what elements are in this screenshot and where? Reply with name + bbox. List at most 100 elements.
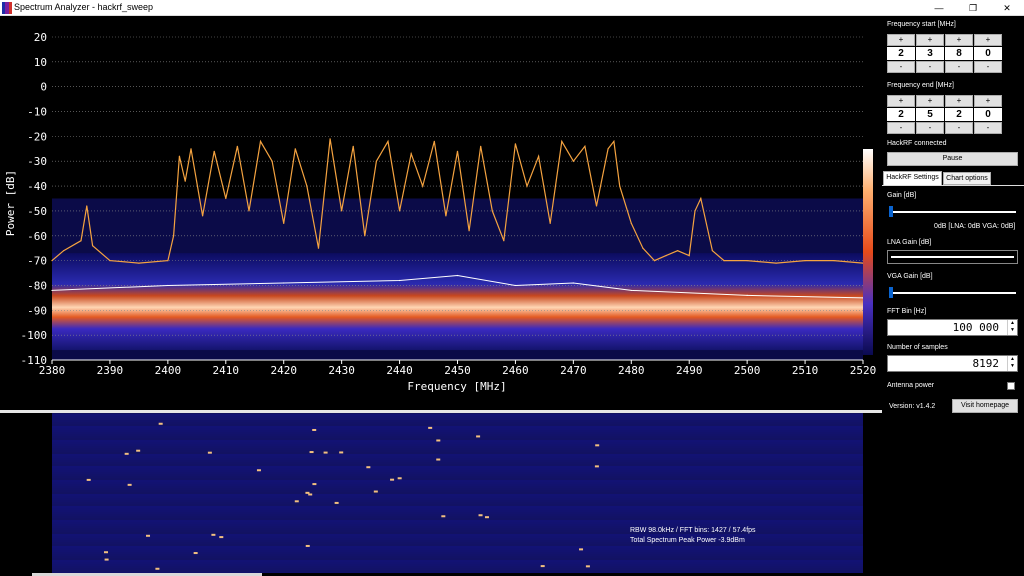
samples-value[interactable]: 8192: [972, 357, 1000, 370]
samples-spin-arrows[interactable]: ▲ ▼: [1007, 356, 1017, 371]
antenna-power-checkbox[interactable]: [1007, 382, 1015, 390]
freq-end-digit-3-minus-button[interactable]: -: [945, 122, 973, 134]
waterfall-signal-mark: [390, 478, 395, 481]
minimize-button[interactable]: —: [934, 3, 944, 13]
x-tick-label: 2500: [734, 364, 761, 377]
gain-slider[interactable]: [889, 206, 1016, 217]
waterfall-signal-mark: [594, 465, 599, 468]
connection-status: HackRF connected: [887, 140, 947, 147]
waterfall-texture: [52, 413, 863, 572]
tab-hackrf-settings[interactable]: HackRF Settings: [883, 171, 942, 185]
trace-point: [184, 180, 186, 182]
close-button[interactable]: ✕: [1003, 3, 1011, 13]
freq-start-digit-2-minus-button[interactable]: -: [916, 61, 944, 73]
x-tick-label: 2470: [560, 364, 587, 377]
waterfall-signal-mark: [305, 544, 310, 547]
spin-down-icon[interactable]: ▼: [1010, 327, 1015, 333]
waterfall-signal-mark: [476, 435, 481, 438]
trace-point: [480, 145, 482, 147]
waterfall-signal-mark: [256, 469, 261, 472]
spectrum-chart[interactable]: 20 10 0 -10 -20 -30 -40 -50 -60 -70 -80 -90 -100 -110…: [0, 16, 882, 410]
realtime-trace: [51, 274, 864, 299]
waterfall-signal-mark: [158, 422, 163, 425]
horizontal-scrollbar[interactable]: [32, 573, 262, 576]
freq-start-digit-1-minus-button[interactable]: -: [887, 61, 915, 73]
trace-point: [619, 185, 621, 187]
y-tick-label: 0: [40, 81, 47, 94]
trace-point: [456, 274, 459, 277]
waterfall-signal-mark: [155, 567, 160, 570]
spin-up-icon[interactable]: ▲: [1010, 356, 1015, 362]
freq-end-digit-4-plus-button[interactable]: +: [974, 95, 1002, 107]
freq-end-digit-1-minus-button[interactable]: -: [887, 122, 915, 134]
trace-point: [294, 148, 296, 150]
fft-bin-spin-arrows[interactable]: ▲ ▼: [1007, 320, 1017, 335]
freq-start-digit-1-plus-button[interactable]: +: [887, 34, 915, 46]
waterfall-signal-mark: [146, 534, 151, 537]
vga-gain-slider[interactable]: [889, 287, 1016, 298]
version-text: Version: v1.4.2: [889, 403, 936, 410]
trace-point: [694, 210, 696, 212]
gain-slider-thumb[interactable]: [889, 206, 893, 217]
waterfall-signal-mark: [579, 548, 584, 551]
y-tick-label: -40: [27, 180, 47, 193]
visit-homepage-button[interactable]: Visit homepage: [952, 399, 1018, 413]
waterfall-signal-mark: [211, 533, 216, 536]
samples-spinbox[interactable]: 8192 ▲ ▼: [887, 355, 1018, 372]
x-tick-label: 2430: [328, 364, 355, 377]
trace-point: [549, 222, 551, 224]
freq-start-digit-4: 0: [974, 47, 1002, 60]
trace-point: [213, 150, 215, 152]
trace-point: [271, 160, 273, 162]
waterfall-display[interactable]: RBW 98.0kHz / FFT bins: 1427 / 57.4fps T…: [0, 413, 882, 576]
freq-end-digit-2-minus-button[interactable]: -: [916, 122, 944, 134]
fft-bin-spinbox[interactable]: 100 000 ▲ ▼: [887, 319, 1018, 336]
freq-start-digit-3-plus-button[interactable]: +: [945, 34, 973, 46]
trace-point: [306, 185, 308, 187]
splitter[interactable]: [0, 410, 882, 413]
freq-start-digit-2-plus-button[interactable]: +: [916, 34, 944, 46]
freq-end-digit-2-plus-button[interactable]: +: [916, 95, 944, 107]
trace-point: [190, 148, 192, 150]
freq-start-digit-4-minus-button[interactable]: -: [974, 61, 1002, 73]
tab-chart-options[interactable]: Chart options: [943, 172, 991, 185]
trace-point: [109, 260, 111, 262]
freq-end-control: + + + + 2 5 2 0 - - - -: [887, 95, 1003, 134]
trace-point: [572, 160, 574, 162]
vga-gain-slider-thumb[interactable]: [889, 287, 893, 298]
y-tick-label: -60: [27, 230, 47, 243]
pause-button[interactable]: Pause: [887, 152, 1018, 166]
trace-point: [538, 155, 540, 157]
waterfall-signal-mark: [436, 439, 441, 442]
trace-point: [775, 262, 777, 264]
waterfall-signal-mark: [312, 428, 317, 431]
waterfall-signal-mark: [436, 458, 441, 461]
freq-start-digit-3-minus-button[interactable]: -: [945, 61, 973, 73]
spin-up-icon[interactable]: ▲: [1010, 320, 1015, 326]
fft-bin-value[interactable]: 100 000: [952, 321, 999, 334]
trace-point: [491, 210, 493, 212]
freq-end-digit-3-plus-button[interactable]: +: [945, 95, 973, 107]
freq-start-digit-1: 2: [887, 47, 915, 60]
lna-gain-slider[interactable]: [887, 250, 1018, 264]
trace-point: [613, 140, 615, 142]
spin-down-icon[interactable]: ▼: [1010, 363, 1015, 369]
trace-point: [202, 215, 204, 217]
freq-end-digit-4-minus-button[interactable]: -: [974, 122, 1002, 134]
trace-point: [352, 145, 354, 147]
freq-start-digit-4-plus-button[interactable]: +: [974, 34, 1002, 46]
peak-power-text: Total Spectrum Peak Power -3.9dBm: [630, 537, 745, 544]
waterfall-signal-mark: [397, 477, 402, 480]
freq-end-digit-1-plus-button[interactable]: +: [887, 95, 915, 107]
trace-point: [173, 235, 175, 237]
trace-point: [51, 289, 53, 292]
trace-point: [398, 279, 401, 282]
trace-point: [283, 282, 285, 284]
trace-point: [91, 245, 94, 247]
freq-end-digit-3: 2: [945, 108, 973, 121]
freq-start-digit-3: 8: [945, 47, 973, 60]
waterfall-signal-mark: [441, 515, 446, 518]
y-tick-label: -70: [27, 255, 47, 268]
trace-point: [468, 230, 470, 232]
maximize-button[interactable]: ❐: [968, 3, 978, 13]
